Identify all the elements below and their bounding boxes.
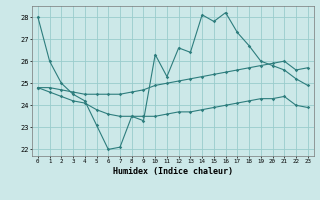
X-axis label: Humidex (Indice chaleur): Humidex (Indice chaleur) [113,167,233,176]
